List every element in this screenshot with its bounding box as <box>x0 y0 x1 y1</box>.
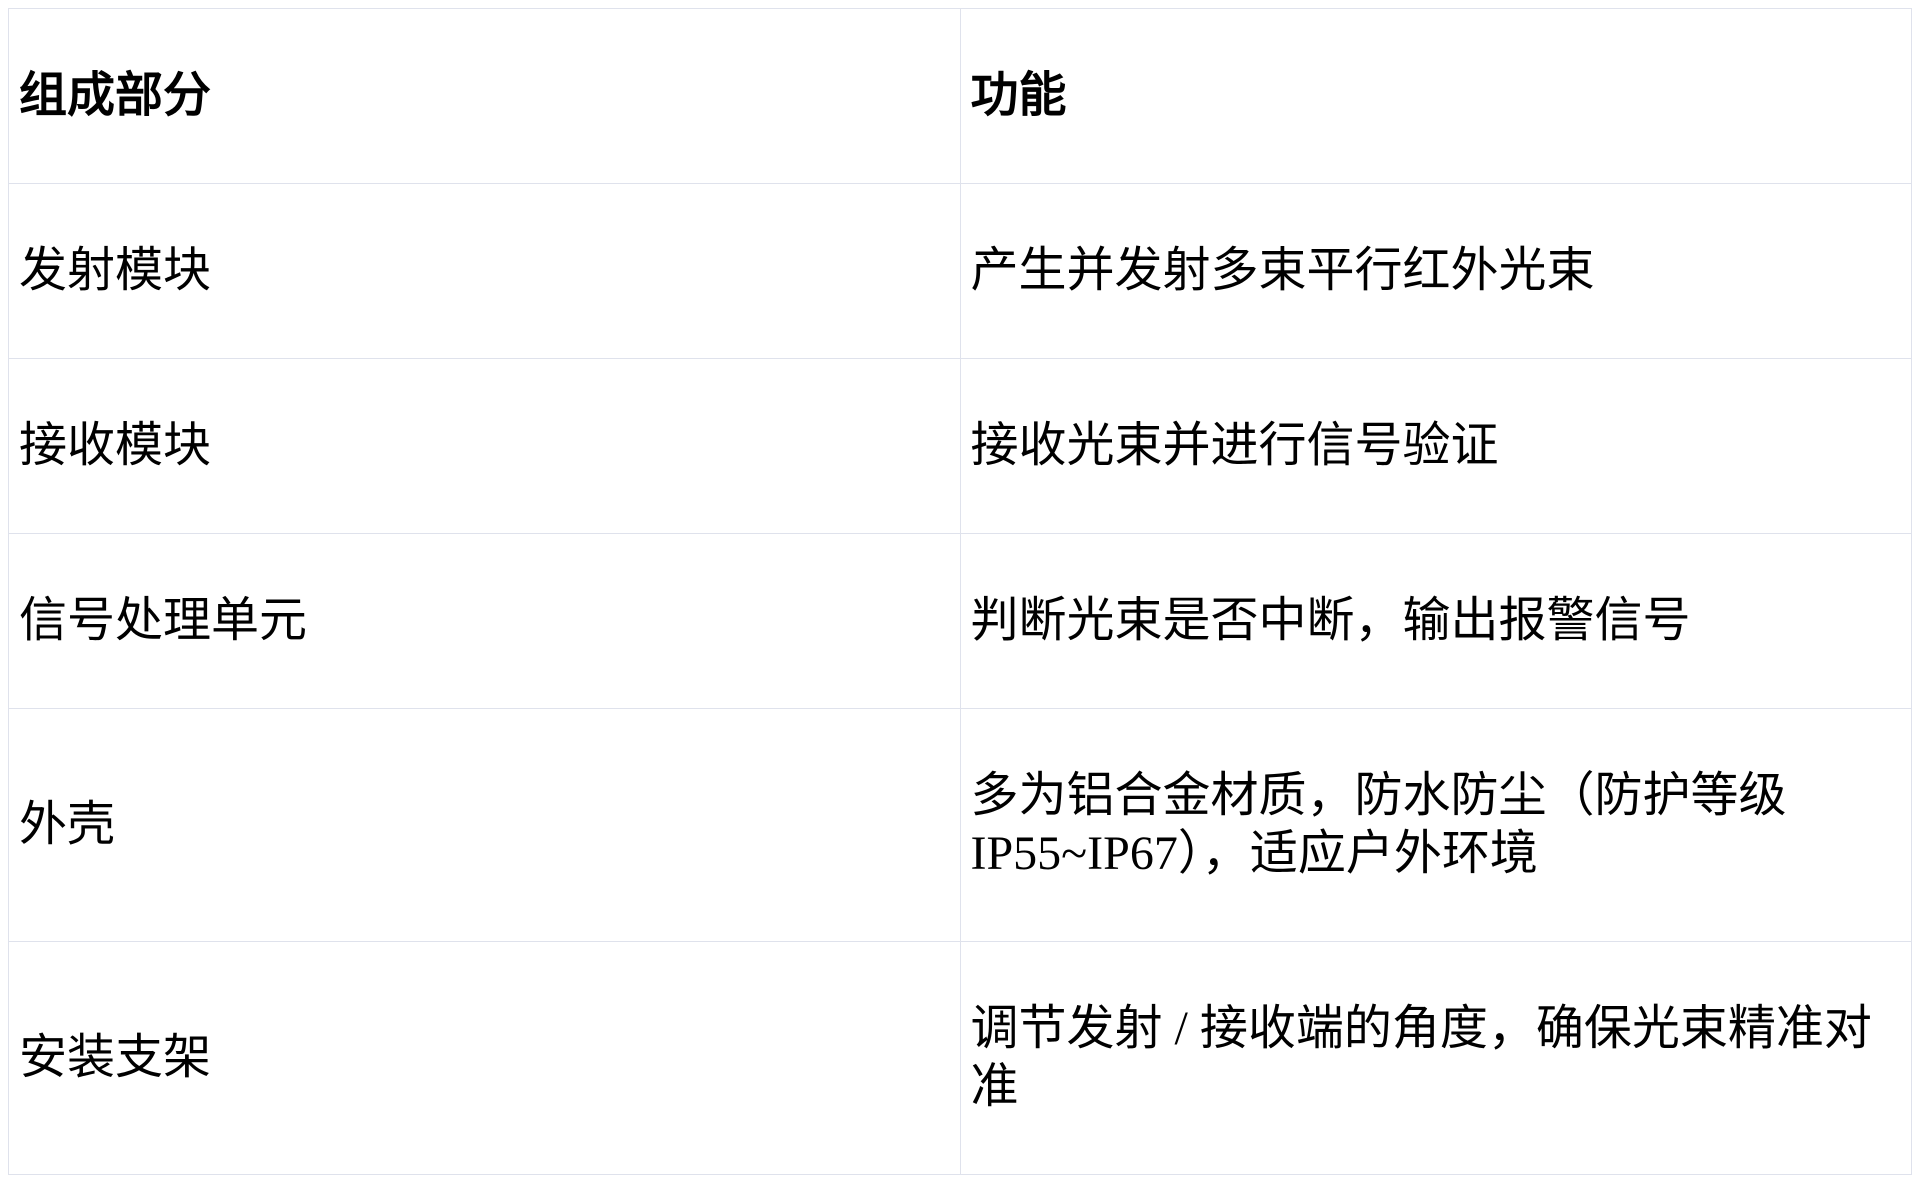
table-row: 发射模块 产生并发射多束平行红外光束 <box>8 183 1912 359</box>
table-body: 发射模块 产生并发射多束平行红外光束 接收模块 接收光束并进行信号验证 信号处理… <box>8 183 1912 1175</box>
cell-function: 多为铝合金材质，防水防尘（防护等级 IP55~IP67），适应户外环境 <box>959 708 1912 942</box>
header-row: 组成部分 功能 <box>8 8 1912 184</box>
table-row: 安装支架 调节发射 / 接收端的角度，确保光束精准对 准 <box>8 941 1912 1175</box>
cell-component: 外壳 <box>8 708 961 942</box>
cell-component: 安装支架 <box>8 941 961 1175</box>
column-header-function: 功能 <box>959 8 1912 184</box>
table-row: 接收模块 接收光束并进行信号验证 <box>8 358 1912 534</box>
cell-function: 调节发射 / 接收端的角度，确保光束精准对 准 <box>959 941 1912 1175</box>
column-header-component: 组成部分 <box>8 8 961 184</box>
table-header: 组成部分 功能 <box>8 8 1912 184</box>
cell-function: 接收光束并进行信号验证 <box>959 358 1912 534</box>
cell-component: 发射模块 <box>8 183 961 359</box>
page: 组成部分 功能 发射模块 产生并发射多束平行红外光束 接收模块 接收光束并进行信… <box>8 8 1912 1175</box>
table-row: 外壳 多为铝合金材质，防水防尘（防护等级 IP55~IP67），适应户外环境 <box>8 708 1912 942</box>
cell-component: 信号处理单元 <box>8 533 961 709</box>
cell-component: 接收模块 <box>8 358 961 534</box>
components-functions-table: 组成部分 功能 发射模块 产生并发射多束平行红外光束 接收模块 接收光束并进行信… <box>8 8 1912 1175</box>
cell-function: 判断光束是否中断，输出报警信号 <box>959 533 1912 709</box>
cell-function: 产生并发射多束平行红外光束 <box>959 183 1912 359</box>
table-row: 信号处理单元 判断光束是否中断，输出报警信号 <box>8 533 1912 709</box>
